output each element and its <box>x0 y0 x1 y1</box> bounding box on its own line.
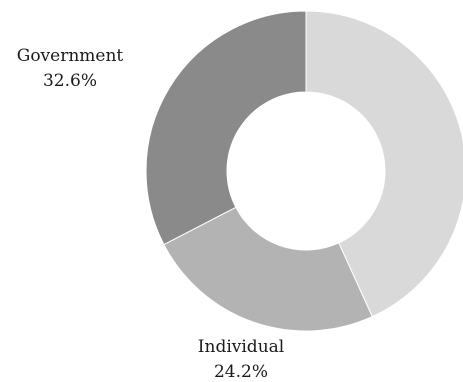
slice-individual-1 <box>163 206 373 332</box>
slice-unlabeled-0 <box>305 10 463 318</box>
individual-value-label: 24.2% <box>214 362 268 382</box>
government-value-label: 32.6% <box>43 71 97 91</box>
slice-government-2 <box>145 10 307 246</box>
individual-label: Individual <box>198 337 284 357</box>
donut-slices <box>145 10 463 332</box>
government-label: Government <box>17 46 124 66</box>
